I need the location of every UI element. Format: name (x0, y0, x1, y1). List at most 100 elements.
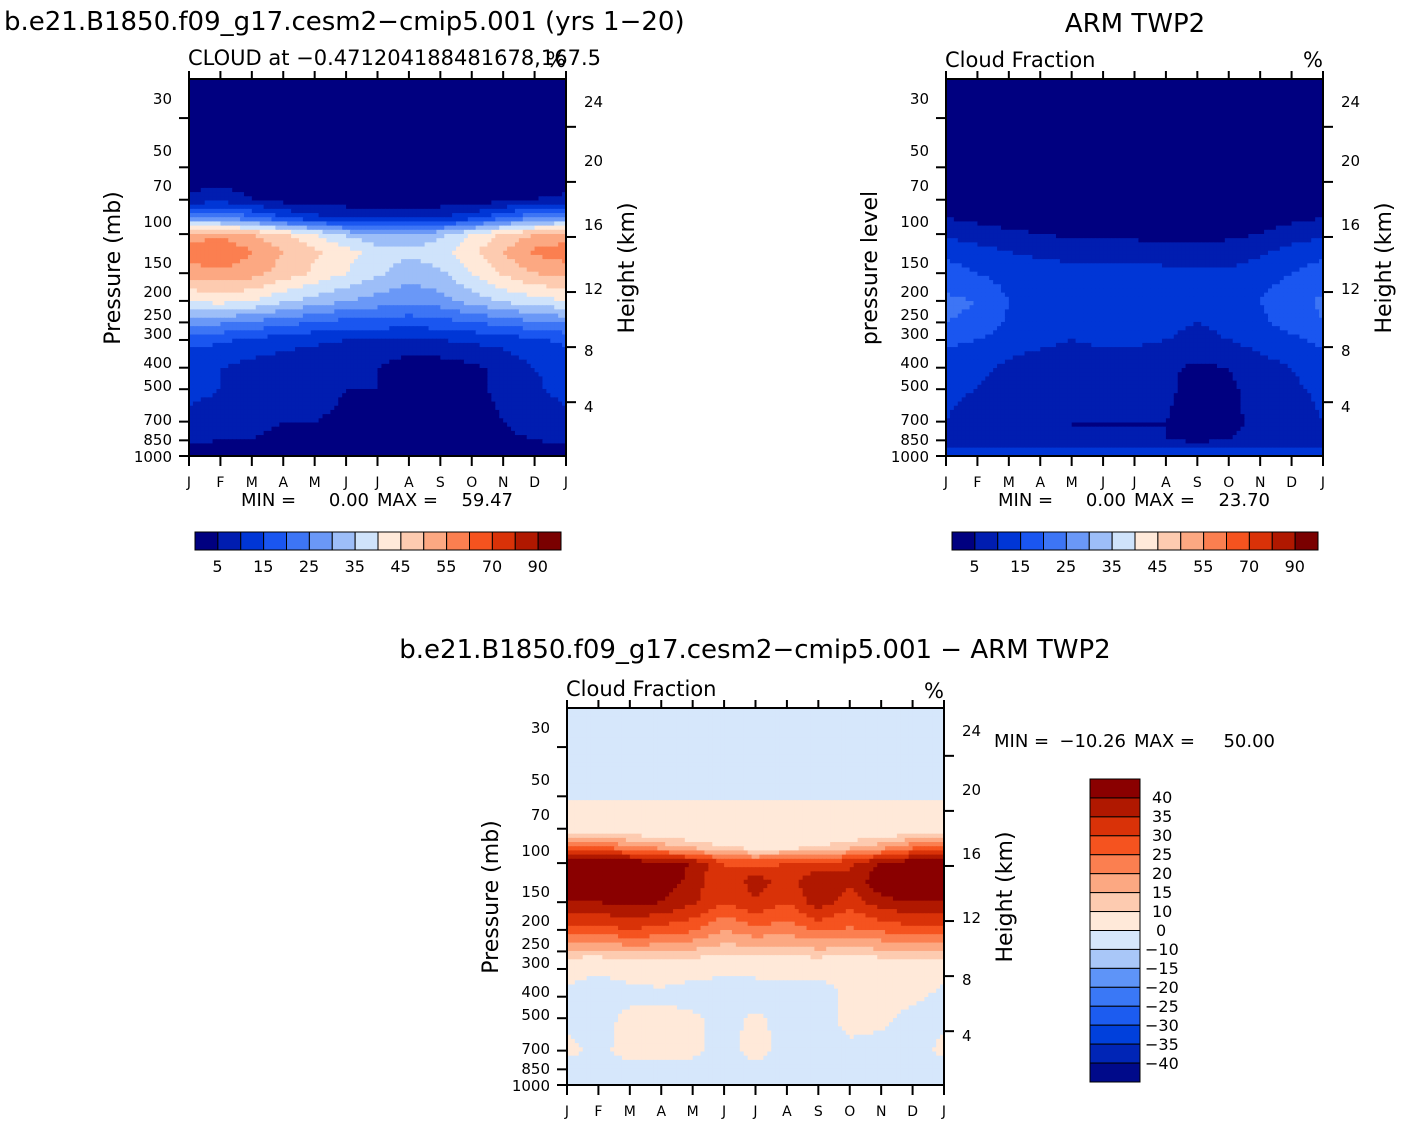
contour-cell (389, 188, 394, 193)
contour-cell (535, 251, 540, 256)
contour-cell (495, 129, 500, 134)
contour-cell (531, 284, 536, 289)
contour-cell (515, 226, 520, 231)
contour-cell (464, 251, 469, 256)
contour-cell (213, 159, 218, 164)
contour-cell (354, 150, 359, 155)
contour-cell (346, 138, 351, 143)
contour-cell (326, 163, 331, 168)
contour-cell (323, 284, 328, 289)
contour-cell (358, 113, 363, 118)
contour-cell (303, 284, 308, 289)
contour-cell (268, 293, 273, 298)
contour-cell (464, 175, 469, 180)
contour-cell (535, 175, 540, 180)
contour-cell (397, 117, 402, 122)
contour-cell (342, 293, 347, 298)
contour-cell (193, 205, 198, 210)
contour-cell (346, 184, 351, 189)
contour-cell (440, 138, 445, 143)
contour-cell (252, 121, 257, 126)
contour-cell (554, 83, 559, 88)
contour-cell (244, 251, 249, 256)
contour-cell (378, 238, 383, 243)
contour-cell (224, 83, 229, 88)
contour-cell (409, 133, 414, 138)
contour-cell (460, 180, 465, 185)
contour-cell (480, 284, 485, 289)
contour-cell (346, 142, 351, 147)
contour-cell (413, 96, 418, 101)
contour-cell (554, 175, 559, 180)
contour-cell (480, 180, 485, 185)
contour-cell (554, 129, 559, 134)
contour-cell (507, 188, 512, 193)
contour-cell (542, 251, 547, 256)
contour-cell (350, 167, 355, 172)
contour-cell (452, 175, 457, 180)
contour-cell (425, 150, 430, 155)
contour-cell (338, 259, 343, 264)
contour-cell (385, 251, 390, 256)
contour-cell (283, 263, 288, 268)
contour-cell (342, 209, 347, 214)
contour-cell (205, 205, 210, 210)
contour-cell (213, 288, 218, 293)
contour-cell (201, 200, 206, 205)
contour-cell (507, 87, 512, 92)
contour-cell (405, 83, 410, 88)
contour-cell (287, 205, 292, 210)
contour-cell (468, 92, 473, 97)
contour-cell (268, 104, 273, 109)
contour-cell (456, 280, 461, 285)
contour-cell (535, 159, 540, 164)
contour-cell (268, 221, 273, 226)
contour-cell (197, 272, 202, 277)
contour-cell (401, 133, 406, 138)
contour-cell (374, 108, 379, 113)
contour-cell (381, 150, 386, 155)
contour-cell (378, 288, 383, 293)
contour-cell (495, 154, 500, 159)
contour-cell (271, 255, 276, 260)
contour-cell (342, 92, 347, 97)
contour-cell (283, 175, 288, 180)
contour-cell (476, 113, 481, 118)
contour-cell (370, 280, 375, 285)
contour-cell (228, 180, 233, 185)
contour-cell (303, 171, 308, 176)
contour-cell (271, 159, 276, 164)
contour-cell (358, 234, 363, 239)
contour-cell (283, 150, 288, 155)
contour-cell (350, 268, 355, 273)
contour-cell (452, 96, 457, 101)
contour-cell (378, 221, 383, 226)
contour-cell (264, 255, 269, 260)
contour-cell (444, 171, 449, 176)
contour-cell (283, 159, 288, 164)
contour-cell (444, 146, 449, 151)
contour-cell (295, 293, 300, 298)
contour-cell (220, 108, 225, 113)
contour-cell (220, 87, 225, 92)
contour-cell (275, 255, 280, 260)
contour-cell (303, 184, 308, 189)
contour-cell (326, 180, 331, 185)
contour-cell (311, 138, 316, 143)
contour-cell (370, 209, 375, 214)
contour-cell (244, 125, 249, 130)
contour-cell (444, 138, 449, 143)
contour-cell (405, 205, 410, 210)
contour-cell (432, 175, 437, 180)
contour-cell (472, 284, 477, 289)
contour-cell (287, 138, 292, 143)
contour-cell (268, 146, 273, 151)
contour-cell (503, 221, 508, 226)
contour-cell (507, 125, 512, 130)
contour-cell (511, 209, 516, 214)
contour-cell (476, 138, 481, 143)
contour-cell (381, 142, 386, 147)
contour-cell (539, 92, 544, 97)
contour-cell (323, 100, 328, 105)
contour-cell (374, 276, 379, 281)
